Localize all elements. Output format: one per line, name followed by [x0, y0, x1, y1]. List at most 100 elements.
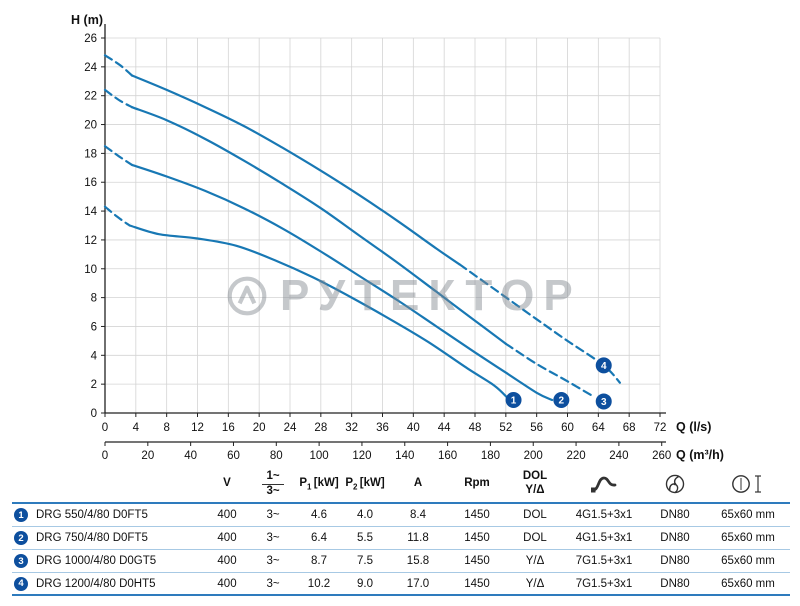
x-tick-label-ls: 48 — [469, 422, 482, 434]
y-tick-label: 6 — [91, 321, 97, 333]
curve-1-solid — [128, 224, 510, 400]
cell-phase: 3~ — [266, 555, 280, 567]
x-axis-title-ls: Q (l/s) — [676, 420, 711, 434]
curve-marker-label: 3 — [601, 397, 607, 408]
cell-p2: 4.0 — [357, 509, 373, 521]
cell-model: 2 DRG 750/4/80 D0FT5 — [12, 531, 204, 545]
pump-spec-table: V 1~ 3~ P1 [kW] P2 [kW] A Rpm DOL Y/Δ 1 DRG 550/4… — [12, 468, 790, 596]
x-tick-label-m3h: 140 — [395, 450, 414, 462]
model-name: DRG 750/4/80 D0FT5 — [36, 532, 148, 544]
x-tick-label-m3h: 220 — [566, 450, 585, 462]
cell-model: 4 DRG 1200/4/80 D0HT5 — [12, 576, 204, 591]
y-tick-label: 10 — [84, 264, 97, 276]
col-header-p2: P2 [kW] — [345, 476, 385, 491]
curve-3-solid — [130, 106, 507, 345]
cell-cable: 7G1.5+3x1 — [575, 555, 633, 567]
cell-outlet: 65x60 mm — [721, 555, 775, 567]
cell-rpm: 1450 — [464, 577, 490, 590]
table-row: 1 DRG 550/4/80 D0FT5 400 3~ 4.6 4.0 8.4 1450 DOL… — [12, 504, 790, 527]
cell-v: 400 — [217, 509, 237, 521]
table-row: 2 DRG 750/4/80 D0FT5 400 3~ 6.4 5.5 11.8 1450 DO… — [12, 527, 790, 550]
x-tick-label-ls: 16 — [222, 422, 235, 434]
x-tick-label-ls: 64 — [592, 422, 605, 434]
cell-p2: 5.5 — [357, 532, 373, 544]
x-tick-label-ls: 36 — [376, 422, 389, 434]
curve-marker-4 — [595, 357, 612, 374]
curve-marker-1 — [505, 392, 522, 409]
cell-cable: 7G1.5+3x1 — [575, 577, 633, 590]
cell-v: 400 — [217, 532, 237, 544]
y-axis-title: H (m) — [71, 13, 103, 27]
curve-number-badge: 4 — [14, 576, 28, 591]
x-tick-label-ls: 44 — [438, 422, 451, 434]
table-row: 4 DRG 1200/4/80 D0HT5 400 3~ 10.2 9.0 17.0 1450… — [12, 573, 790, 596]
x-tick-label-ls: 20 — [253, 422, 266, 434]
cell-cable: 4G1.5+3x1 — [575, 532, 633, 544]
cell-model: 1 DRG 550/4/80 D0FT5 — [12, 508, 204, 522]
impeller-icon — [644, 473, 706, 495]
cell-model: 3 DRG 1000/4/80 D0GT5 — [12, 554, 204, 568]
cell-rpm: 1450 — [464, 532, 490, 544]
cell-v: 400 — [217, 577, 237, 590]
cell-start: Y/Δ — [525, 555, 545, 567]
x-tick-label-m3h: 260 — [652, 450, 671, 462]
cell-phase: 3~ — [266, 577, 280, 590]
x-tick-label-m3h: 240 — [609, 450, 628, 462]
cell-a: 8.4 — [410, 509, 426, 521]
col-header-rpm: Rpm — [464, 477, 490, 490]
pump-datasheet-page: 0 2 4 6 8 10 12 14 16 18 20 22 24 26 0 4 8 12 16 20 24 28 32 36… — [12, 13, 790, 596]
cell-p1: 10.2 — [307, 577, 331, 590]
model-name: DRG 550/4/80 D0FT5 — [36, 509, 148, 521]
x-tick-label-m3h: 0 — [102, 450, 108, 462]
curve-3-dashed-end — [504, 342, 596, 399]
cell-a: 15.8 — [406, 555, 430, 567]
col-header-v: V — [223, 477, 231, 490]
cell-phase: 3~ — [266, 532, 280, 544]
y-tick-label: 2 — [91, 379, 97, 391]
y-tick-label: 4 — [91, 350, 98, 362]
x-tick-label-m3h: 40 — [184, 450, 197, 462]
cell-rpm: 1450 — [464, 509, 490, 521]
curve-marker-label: 1 — [511, 396, 517, 407]
x-tick-label-ls: 12 — [191, 422, 204, 434]
x-tick-label-ls: 4 — [133, 422, 140, 434]
curve-4-dashed-start — [103, 54, 134, 77]
cell-v: 400 — [217, 555, 237, 567]
x-tick-label-m3h: 60 — [227, 450, 240, 462]
curve-2-dashed-start — [103, 145, 134, 166]
table-header-row: V 1~ 3~ P1 [kW] P2 [kW] A Rpm DOL Y/Δ — [12, 468, 790, 504]
x-tick-label-m3h: 160 — [438, 450, 457, 462]
cell-a: 11.8 — [407, 532, 429, 544]
cell-start: DOL — [523, 509, 547, 521]
cell-outlet: 65x60 mm — [721, 577, 775, 590]
table-row: 3 DRG 1000/4/80 D0GT5 400 3~ 8.7 7.5 15.8 1450 Y… — [12, 550, 790, 573]
x-tick-label-ls: 40 — [407, 422, 420, 434]
curve-1-dashed-start — [103, 205, 131, 227]
y-tick-label: 8 — [91, 293, 97, 305]
curve-number-badge: 2 — [14, 531, 28, 545]
cell-p1: 6.4 — [311, 532, 327, 544]
y-tick-label: 12 — [84, 235, 97, 247]
cell-p1: 4.6 — [311, 509, 327, 521]
x-tick-label-ls: 8 — [163, 422, 169, 434]
y-tick-label: 24 — [84, 62, 97, 74]
curve-4-dashed-end — [458, 263, 621, 384]
x-tick-label-m3h: 20 — [141, 450, 154, 462]
model-name: DRG 1000/4/80 D0GT5 — [36, 555, 157, 567]
x-tick-label-ls: 28 — [314, 422, 327, 434]
cell-dn: DN80 — [660, 532, 690, 544]
cell-p2: 9.0 — [357, 577, 373, 590]
y-tick-label: 14 — [84, 206, 97, 218]
cell-outlet: 65x60 mm — [721, 532, 775, 544]
col-header-a: A — [413, 477, 423, 490]
curve-marker-label: 4 — [601, 361, 607, 372]
x-tick-label-m3h: 120 — [352, 450, 371, 462]
table-body: 1 DRG 550/4/80 D0FT5 400 3~ 4.6 4.0 8.4 1450 DOL… — [12, 504, 790, 596]
y-tick-label: 18 — [84, 148, 97, 160]
x-tick-label-m3h: 80 — [270, 450, 283, 462]
y-tick-label: 20 — [84, 120, 97, 132]
curve-number-badge: 3 — [14, 554, 28, 568]
y-tick-label: 22 — [84, 91, 97, 103]
cell-dn: DN80 — [660, 555, 690, 567]
